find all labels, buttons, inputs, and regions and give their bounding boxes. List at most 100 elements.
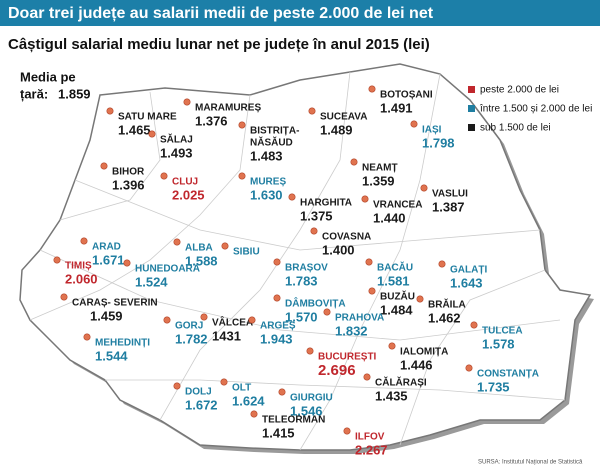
county-dot — [350, 158, 358, 166]
county-value: 1.493 — [160, 145, 193, 160]
county-name: BIHOR — [112, 167, 145, 178]
county-dot — [306, 347, 314, 355]
county-value: 1.671 — [92, 252, 125, 267]
county-name: BRĂILA — [428, 298, 466, 311]
county-name: VRANCEA — [373, 200, 422, 211]
county-name: PRAHOVA — [335, 313, 384, 324]
county-value: 1.624 — [232, 393, 265, 408]
county-value: 1.387 — [432, 199, 465, 214]
county-name: CĂLĂRAȘI — [375, 376, 427, 389]
county-dot — [123, 259, 131, 267]
average-label: țară: — [20, 86, 48, 101]
county-name: TELEORMAN — [262, 415, 325, 426]
county-dot — [221, 242, 229, 250]
county-dot — [368, 287, 376, 295]
county-dot — [343, 427, 351, 435]
county-dot — [438, 260, 446, 268]
county-dot — [248, 316, 256, 324]
county-value: 1.943 — [260, 331, 293, 346]
county-dot — [310, 227, 318, 235]
county-dot — [323, 308, 331, 316]
average-value: 1.859 — [58, 86, 91, 101]
county-dot — [250, 410, 258, 418]
county-name: CARAȘ- SEVERIN — [72, 298, 158, 309]
county-name: GIURGIU — [290, 393, 333, 404]
county-dot — [288, 193, 296, 201]
county-name: SUCEAVA — [320, 112, 367, 123]
county-name: SĂLAJ — [160, 133, 193, 146]
county-name: BISTRIȚA- — [250, 126, 299, 137]
county-dot — [173, 238, 181, 246]
county-name: DOLJ — [185, 387, 212, 398]
county-dot — [465, 364, 473, 372]
county-value: 1.491 — [380, 100, 413, 115]
average-label: Media pe — [20, 69, 76, 84]
county-value: 1.643 — [450, 275, 483, 290]
county-value: 1.359 — [362, 173, 395, 188]
county-dot — [83, 333, 91, 341]
county-dot — [163, 316, 171, 324]
county-value: 2.060 — [65, 271, 98, 286]
county-dot — [470, 321, 478, 329]
county-dot — [368, 85, 376, 93]
legend-label: sub 1.500 de lei — [480, 123, 551, 134]
county-value: 1.524 — [135, 274, 168, 289]
county-dot — [200, 313, 208, 321]
county-dot — [308, 107, 316, 115]
county-name: ARAD — [92, 242, 121, 253]
title: Doar trei județe au salarii medii de pes… — [8, 5, 434, 22]
county-value: 1.570 — [285, 309, 318, 324]
county-name: SATU MARE — [118, 112, 177, 123]
county-dot — [365, 258, 373, 266]
county-value: 1.376 — [195, 113, 228, 128]
county-name: VÂLCEA — [212, 316, 253, 329]
county-name: BOTOȘANI — [380, 90, 433, 101]
county-dot — [273, 294, 281, 302]
legend-label: între 1.500 și 2.000 de lei — [479, 104, 592, 115]
county-name: BRAȘOV — [285, 263, 328, 274]
county-dot — [220, 378, 228, 386]
county-value: 1.483 — [250, 148, 283, 163]
county-dot — [361, 195, 369, 203]
county-dot — [53, 256, 61, 264]
county-value: 1431 — [212, 328, 241, 343]
county-name: BACĂU — [377, 261, 413, 274]
county-name: SIBIU — [233, 247, 260, 258]
county-name: IALOMIȚA — [400, 347, 448, 358]
county-name: BUCUREȘTI — [318, 352, 377, 363]
county-name: ALBA — [185, 243, 213, 254]
county-dot — [420, 184, 428, 192]
county-value: 1.832 — [335, 323, 368, 338]
map-outline — [19, 63, 592, 451]
county-dot — [416, 295, 424, 303]
county-value: 1.578 — [482, 336, 515, 351]
source: SURSA: Institutul Național de Statistică — [478, 460, 583, 466]
county-name: MEHEDINȚI — [95, 338, 150, 349]
header-bar — [0, 0, 600, 26]
county-value: 1.798 — [422, 135, 455, 150]
legend-swatch — [468, 124, 475, 131]
county-dot — [278, 388, 286, 396]
county-dot — [106, 107, 114, 115]
county-value: 2.025 — [172, 187, 205, 202]
county-value: 1.440 — [373, 210, 406, 225]
county-name: BUZĂU — [380, 290, 415, 303]
county-name: GORJ — [175, 321, 203, 332]
county-name: ILFOV — [355, 432, 385, 443]
county-name: TULCEA — [482, 326, 523, 337]
county-value: 1.672 — [185, 397, 218, 412]
county-name: NĂSĂUD — [250, 136, 293, 149]
county-name: CLUJ — [172, 177, 198, 188]
county-dot — [173, 382, 181, 390]
legend-swatch — [468, 86, 475, 93]
county-name: DÂMBOVIȚA — [285, 297, 346, 310]
county-dot — [363, 373, 371, 381]
county-value: 1.783 — [285, 273, 318, 288]
county-name: TIMIȘ — [65, 261, 92, 272]
county-value: 1.782 — [175, 331, 208, 346]
county-name: IAȘI — [422, 125, 442, 136]
county-name: NEAMȚ — [362, 163, 398, 174]
county-name: MUREȘ — [250, 177, 286, 188]
county-dot — [160, 172, 168, 180]
